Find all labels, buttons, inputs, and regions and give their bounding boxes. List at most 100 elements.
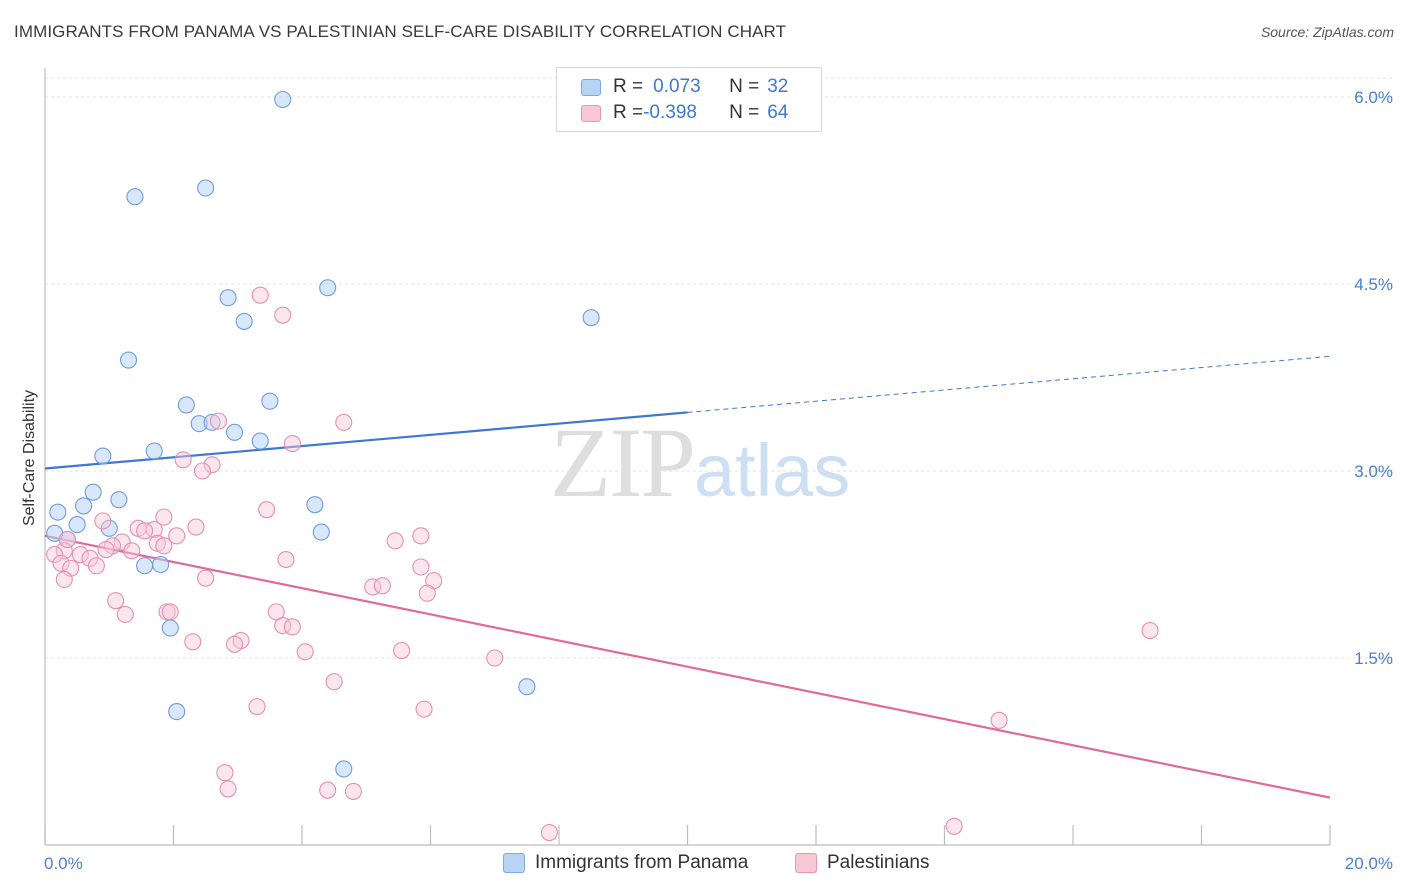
panama-point — [119, 351, 138, 369]
palestinian-point — [71, 545, 89, 564]
watermark: ZIPatlas — [550, 405, 850, 520]
n-label: N = — [729, 76, 760, 97]
panama-point — [94, 447, 112, 465]
palestinian-point — [161, 603, 179, 621]
n-value: 32 — [767, 76, 789, 97]
palestinian-point — [155, 537, 173, 555]
chart-title: IMMIGRANTS FROM PANAMA VS PALESTINIAN SE… — [14, 22, 787, 41]
palestinian-point — [123, 542, 141, 560]
panama-point — [49, 503, 67, 521]
legend-label-palestinians: Palestinians — [827, 852, 930, 873]
legend-row-panama: R = 0.073 N = 32 — [581, 74, 788, 100]
palestinian-trend-line — [44, 534, 1331, 799]
y-tick-label: 6.0% — [1354, 88, 1393, 107]
pink-swatch-icon — [795, 853, 817, 873]
palestinian-point — [219, 780, 237, 798]
panama-point — [251, 432, 269, 450]
panama-point — [335, 760, 353, 778]
panama-point — [274, 90, 292, 109]
x-tick-label: 20.0% — [1345, 854, 1393, 873]
palestinian-point — [1141, 622, 1159, 640]
palestinian-point — [990, 711, 1008, 729]
palestinian-point — [97, 540, 115, 559]
panama-point — [126, 188, 144, 206]
y-axis-label: Self-Care Disability — [21, 390, 38, 526]
palestinian-point — [418, 584, 436, 602]
panama-point — [136, 557, 154, 575]
panama-point — [306, 496, 324, 514]
panama-point — [219, 289, 237, 307]
panama-point — [84, 483, 102, 501]
palestinian-point — [283, 618, 301, 636]
palestinian-point — [386, 532, 404, 550]
palestinian-point — [46, 545, 64, 564]
panama-point — [235, 312, 253, 330]
r-label: R = — [613, 102, 644, 123]
panama-point — [203, 413, 221, 431]
legend-label-panama: Immigrants from Panama — [535, 852, 749, 873]
palestinian-point — [203, 456, 221, 474]
r-label: R = — [613, 76, 644, 97]
panama-point — [152, 555, 170, 574]
panama-point — [145, 442, 163, 460]
panama-point — [261, 392, 279, 410]
palestinian-point — [319, 781, 337, 799]
palestinian-point — [107, 592, 125, 610]
palestinian-point — [393, 641, 411, 660]
palestinian-point — [225, 635, 244, 653]
panama-trend-extension — [687, 355, 1331, 413]
pink-swatch-icon — [581, 104, 601, 122]
palestinian-point — [113, 533, 131, 551]
palestinian-point — [94, 512, 112, 530]
palestinian-point — [373, 577, 391, 595]
palestinian-point — [296, 643, 314, 661]
palestinian-point — [267, 603, 285, 621]
source-label: Source: ZipAtlas.com — [1260, 24, 1394, 40]
r-value: -0.398 — [643, 102, 697, 123]
n-label: N = — [729, 102, 760, 123]
palestinian-point — [412, 527, 430, 545]
panama-point — [110, 491, 128, 509]
panama-point — [177, 396, 195, 414]
axes — [44, 68, 1331, 846]
palestinian-point — [136, 522, 154, 540]
legend-item-palestinians: Palestinians — [795, 852, 929, 874]
panama-point — [312, 523, 330, 541]
palestinian-point — [540, 823, 558, 842]
palestinian-point — [116, 605, 134, 623]
tick-labels: 1.5% 3.0% 4.5% 6.0% 0.0% 20.0% Self-Care Disab… — [21, 88, 1393, 873]
palestinian-point — [486, 649, 504, 667]
blue-swatch-icon — [503, 853, 525, 873]
panama-point — [197, 179, 215, 197]
palestinian-point — [251, 286, 269, 304]
palestinian-point — [197, 569, 215, 587]
palestinian-point — [248, 698, 266, 716]
palestinian-point — [412, 558, 430, 576]
y-tick-label: 1.5% — [1354, 649, 1393, 668]
grid — [45, 77, 1392, 659]
palestinian-point — [216, 764, 234, 782]
panama-point — [161, 619, 179, 637]
palestinian-point — [274, 306, 292, 324]
panama-point — [582, 309, 600, 327]
panama-point — [168, 703, 186, 721]
watermark-zip: ZIP — [550, 407, 696, 518]
palestinian-point — [277, 550, 295, 569]
palestinian-point — [174, 451, 192, 469]
palestinian-point — [325, 673, 343, 691]
panama-point — [518, 678, 536, 696]
palestinian-point — [258, 501, 276, 519]
correlation-legend: R = 0.073 N = 32 R = -0.398 N = 64 — [556, 67, 822, 132]
palestinian-point — [945, 817, 963, 835]
r-value: 0.073 — [653, 76, 701, 97]
data-points — [46, 90, 1159, 842]
palestinian-point — [209, 412, 228, 430]
palestinian-point — [168, 527, 186, 545]
palestinian-point — [283, 435, 301, 453]
palestinian-point — [187, 518, 205, 536]
y-tick-label: 3.0% — [1354, 462, 1393, 481]
palestinian-point — [415, 700, 433, 718]
trend-lines — [44, 355, 1331, 799]
n-value: 64 — [767, 102, 789, 123]
